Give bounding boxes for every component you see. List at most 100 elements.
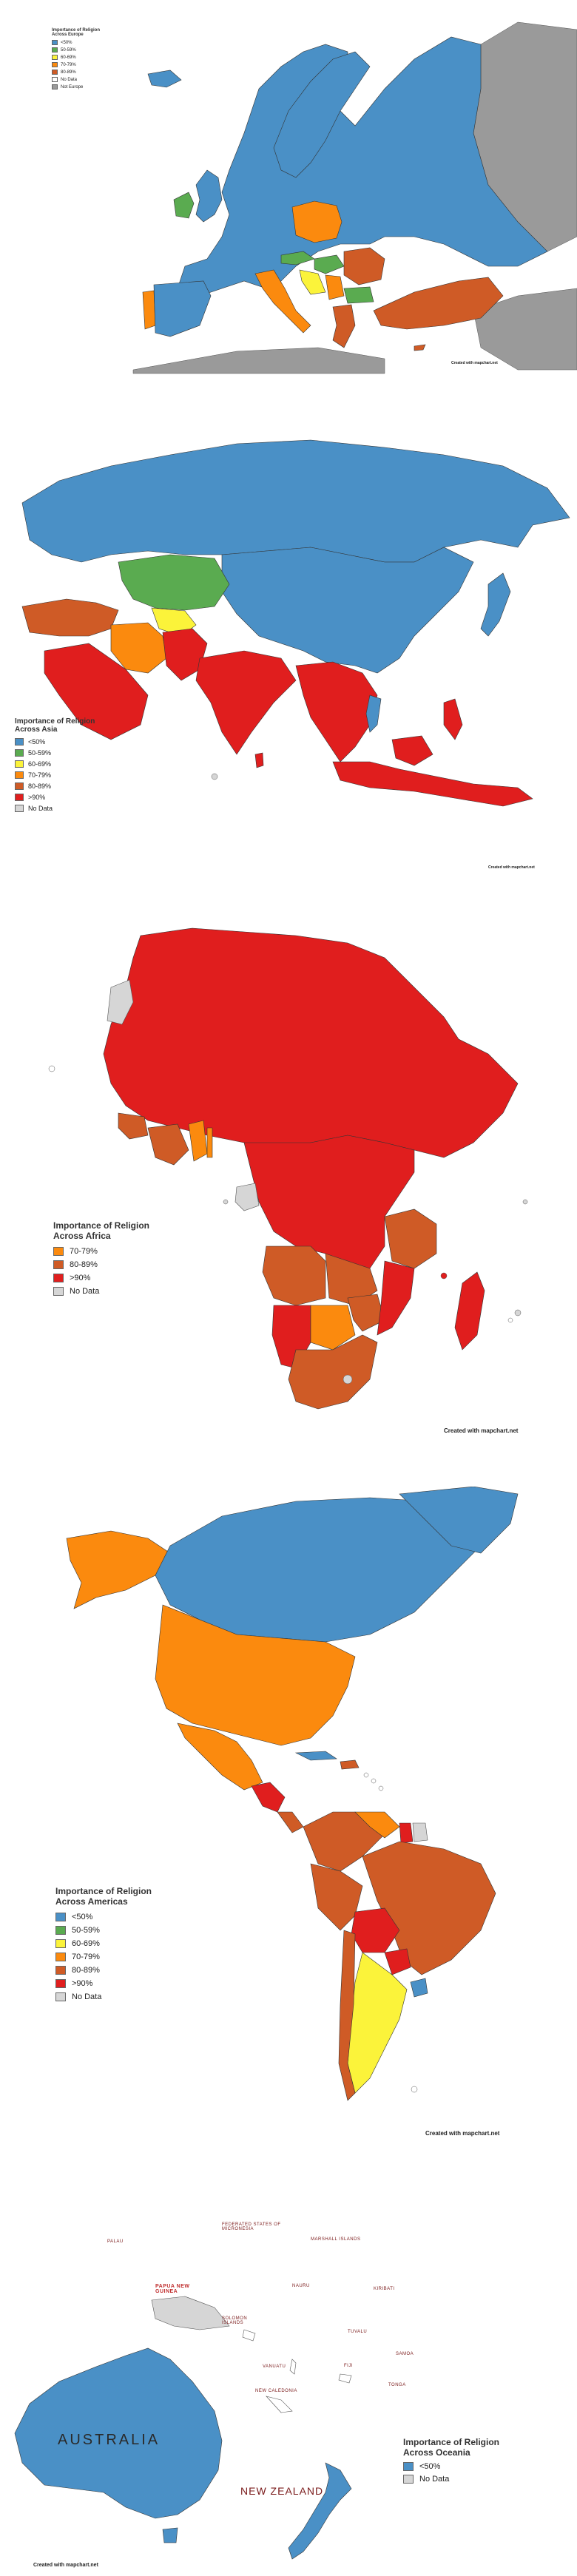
greenland-blue	[399, 1487, 519, 1554]
oceania-label-australia: AUSTRALIA	[58, 2432, 161, 2448]
seychelles-island	[522, 1199, 528, 1205]
oceania-label-micronesia: FEDERATED STATES OF MICRONESIA	[222, 2222, 281, 2231]
legend-label: <50%	[419, 2462, 441, 2471]
oceania-legend-item: <50%	[403, 2462, 499, 2471]
southeast-asia-red	[295, 661, 378, 763]
legend-swatch	[53, 1247, 64, 1256]
italy-orange	[254, 269, 311, 334]
papua-new-guinea-no-data	[151, 2296, 230, 2330]
caucasus-brown	[21, 598, 119, 637]
europe-legend-item: 50-59%	[52, 47, 100, 53]
tanzania-brown	[384, 1208, 437, 1269]
cuba-blue	[294, 1751, 337, 1761]
legend-label: 60-69%	[61, 55, 76, 60]
tasmania-blue	[162, 2527, 178, 2543]
vanuatu-shape	[289, 2359, 297, 2375]
asia-minor-east-not-europe	[473, 288, 577, 371]
portugal-orange	[142, 290, 156, 330]
oceania-map-panel: AUSTRALIA NEW ZEALAND PAPUA NEW GUINEA N…	[0, 2189, 577, 2576]
africa-legend-item: 70-79%	[53, 1247, 149, 1256]
oceania-legend-item: No Data	[403, 2475, 499, 2484]
new-caledonia-shape	[266, 2396, 293, 2413]
legend-swatch	[15, 805, 24, 812]
europe-legend-item: Not Europe	[52, 84, 100, 89]
legend-swatch	[52, 62, 58, 67]
legend-label: <50%	[72, 1913, 93, 1921]
oceania-map	[14, 2296, 352, 2560]
europe-map	[132, 21, 577, 374]
europe-legend-item: 60-69%	[52, 55, 100, 60]
arabia-red	[44, 643, 149, 740]
togo-orange	[206, 1127, 213, 1158]
europe-legend-items: <50% 50-59% 60-69% 70-79% 80-89% No Data…	[52, 40, 100, 89]
europe-credit: Created with mapchart.net	[451, 361, 498, 365]
europe-legend-title-line2: Across Europe	[52, 33, 84, 37]
oceania-label-vanuatu: VANUATU	[263, 2364, 286, 2369]
asia-map-panel: Importance of Religion Across Asia <50% …	[0, 414, 577, 888]
africa-legend-title-line2: Across Africa	[53, 1231, 111, 1241]
asia-legend: Importance of Religion Across Asia <50% …	[15, 717, 95, 816]
asia-map	[21, 439, 570, 807]
oceania-legend-items: <50% No Data	[403, 2462, 499, 2484]
africa-legend-item: 80-89%	[53, 1260, 149, 1269]
africa-legend-item: >90%	[53, 1274, 149, 1282]
legend-label: No Data	[419, 2475, 450, 2484]
legend-label: 80-89%	[28, 782, 52, 790]
madagascar-red	[454, 1271, 485, 1350]
serbia-orange	[325, 274, 345, 300]
legend-label: 50-59%	[72, 1926, 100, 1935]
americas-legend: Importance of Religion Across Americas <…	[55, 1886, 152, 2006]
asia-legend-item: 50-59%	[15, 749, 95, 757]
legend-swatch	[52, 70, 58, 75]
angola-brown	[262, 1245, 326, 1306]
philippines-red	[443, 698, 463, 740]
americas-legend-item: 70-79%	[55, 1953, 152, 1961]
croatia-yellow	[299, 269, 326, 295]
legend-swatch	[53, 1274, 64, 1282]
legend-swatch	[15, 794, 24, 801]
legend-swatch	[15, 749, 24, 757]
falkland-islands	[411, 2086, 418, 2093]
solomon-islands-shape	[242, 2329, 256, 2342]
oceania-label-tonga: TONGA	[388, 2383, 406, 2387]
oceania-label-fiji: FIJI	[344, 2364, 353, 2368]
europe-legend-item: <50%	[52, 40, 100, 45]
europe-map-panel: Importance of Religion Across Europe <50…	[0, 0, 577, 385]
brazil-brown	[362, 1841, 496, 1975]
oceania-label-solomon: SOLOMON ISLANDS	[222, 2316, 248, 2325]
oceania-label-new-caledonia: NEW CALEDONIA	[255, 2389, 297, 2393]
central-africa-red	[243, 1135, 415, 1269]
oceania-legend-title-line2: Across Oceania	[403, 2447, 470, 2458]
oceania-legend-title-line1: Importance of Religion	[403, 2437, 500, 2447]
asia-credit: Created with mapchart.net	[488, 865, 535, 870]
europe-legend-item: 70-79%	[52, 62, 100, 67]
legend-swatch	[52, 84, 58, 89]
cape-verde-island	[48, 1065, 55, 1072]
europe-legend-title: Importance of Religion Across Europe	[52, 28, 100, 37]
africa-credit: Created with mapchart.net	[444, 1427, 519, 1434]
americas-legend-item: 60-69%	[55, 1939, 152, 1948]
kazakhstan-green	[118, 554, 230, 611]
fiji-shape	[338, 2373, 352, 2384]
russia-blue	[21, 439, 570, 563]
africa-map	[48, 927, 528, 1410]
legend-label: <50%	[28, 738, 46, 746]
north-africa-red	[103, 927, 519, 1158]
asia-legend-item: <50%	[15, 738, 95, 746]
venezuela-orange	[354, 1811, 400, 1839]
caribbean-island	[378, 1785, 384, 1791]
legend-label: 70-79%	[72, 1953, 100, 1961]
europe-legend-title-line1: Importance of Religion	[52, 28, 101, 33]
legend-label: 50-59%	[61, 47, 76, 53]
legend-label: No Data	[70, 1287, 100, 1296]
legend-swatch	[52, 55, 58, 60]
legend-swatch	[55, 1939, 66, 1948]
spain-blue	[153, 280, 212, 337]
china-blue	[221, 547, 474, 674]
oceania-label-new-zealand: NEW ZEALAND	[240, 2485, 324, 2497]
legend-swatch	[15, 782, 24, 790]
oceania-label-palau: PALAU	[107, 2239, 124, 2244]
americas-map	[66, 1487, 519, 2101]
reunion-island	[507, 1317, 513, 1323]
asia-legend-items: <50% 50-59% 60-69% 70-79% 80-89% >90% No…	[15, 738, 95, 812]
